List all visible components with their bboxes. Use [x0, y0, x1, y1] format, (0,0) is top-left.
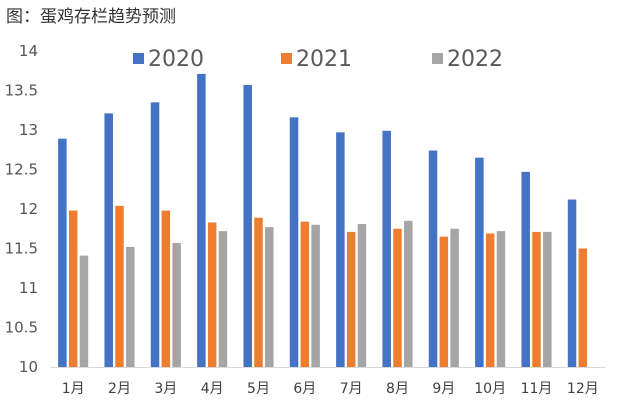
- x-tick-label: 6月: [293, 381, 316, 397]
- legend-label-2022: 2022: [447, 47, 503, 72]
- x-tick-label: 2月: [108, 381, 131, 397]
- bar-2021-8: [393, 228, 402, 367]
- bar-2022-7: [357, 224, 367, 367]
- y-tick-label: 10: [19, 358, 38, 376]
- bar-2021-6: [300, 221, 310, 367]
- bar-2022-6: [311, 224, 320, 367]
- y-tick-label: 13: [19, 121, 38, 139]
- bar-2020-9: [428, 150, 438, 367]
- x-tick-label: 1月: [62, 381, 85, 397]
- bar-2020-10: [475, 157, 484, 367]
- legend: 2020 2021 2022: [133, 47, 503, 72]
- legend-swatch-2021: [281, 53, 292, 64]
- x-tick-label: 7月: [340, 381, 363, 397]
- y-tick-label: 14: [19, 42, 38, 60]
- bar-2022-5: [265, 227, 274, 367]
- bar-2020-3: [150, 102, 160, 367]
- y-tick-label: 12: [19, 200, 38, 218]
- y-tick-label: 11: [19, 279, 38, 297]
- bar-2020-11: [521, 171, 530, 367]
- bar-2020-1: [58, 138, 67, 367]
- y-axis: 10 10.5 11 11.5 12 12.5 13 13.5 14: [5, 42, 38, 376]
- x-tick-label: 5月: [247, 381, 270, 397]
- x-tick-label: 12月: [567, 381, 599, 397]
- bar-2021-2: [115, 205, 124, 367]
- bar-2020-5: [243, 84, 252, 367]
- bar-2021-5: [254, 217, 263, 367]
- bar-2020-6: [289, 117, 299, 367]
- bar-2020-8: [382, 130, 391, 367]
- y-tick-label: 13.5: [5, 82, 38, 100]
- bar-2021-7: [346, 231, 356, 367]
- x-tick-label: 11月: [521, 381, 553, 397]
- y-tick-label: 11.5: [5, 240, 38, 258]
- bar-2022-1: [79, 255, 89, 367]
- x-tick-label: 4月: [201, 381, 224, 397]
- legend-swatch-2020: [133, 53, 144, 64]
- bar-2020-4: [197, 73, 206, 367]
- bar-2022-11: [543, 231, 552, 367]
- legend-label-2021: 2021: [296, 47, 352, 72]
- bar-2022-8: [404, 220, 413, 367]
- bar-2020-7: [336, 132, 345, 367]
- x-axis: 1月 2月 3月 4月 5月 6月 7月 8月 9月 10月 11月 12月: [62, 381, 599, 397]
- legend-label-2020: 2020: [148, 47, 204, 72]
- bar-2022-9: [450, 228, 459, 367]
- x-tick-label: 3月: [154, 381, 177, 397]
- x-tick-label: 10月: [474, 381, 506, 397]
- bar-2021-9: [439, 236, 449, 367]
- bar-2020-2: [104, 113, 113, 367]
- bar-2021-11: [532, 231, 541, 367]
- bar-2020-12: [567, 199, 577, 367]
- bars-group: [58, 73, 588, 367]
- bar-2021-12: [578, 248, 588, 367]
- page-title: 图：蛋鸡存栏趋势预测: [6, 7, 176, 27]
- bar-2021-1: [68, 210, 78, 367]
- bar-2022-4: [218, 231, 228, 367]
- y-tick-label: 12.5: [5, 161, 38, 179]
- bar-2022-3: [172, 242, 181, 367]
- bar-2021-10: [485, 233, 495, 367]
- bar-2022-10: [496, 231, 506, 367]
- bar-2022-2: [126, 246, 135, 367]
- bar-2021-4: [207, 222, 217, 367]
- x-tick-label: 9月: [432, 381, 455, 397]
- bar-2021-3: [161, 210, 171, 367]
- y-tick-label: 10.5: [5, 319, 38, 337]
- legend-swatch-2022: [432, 53, 443, 64]
- x-tick-label: 8月: [386, 381, 409, 397]
